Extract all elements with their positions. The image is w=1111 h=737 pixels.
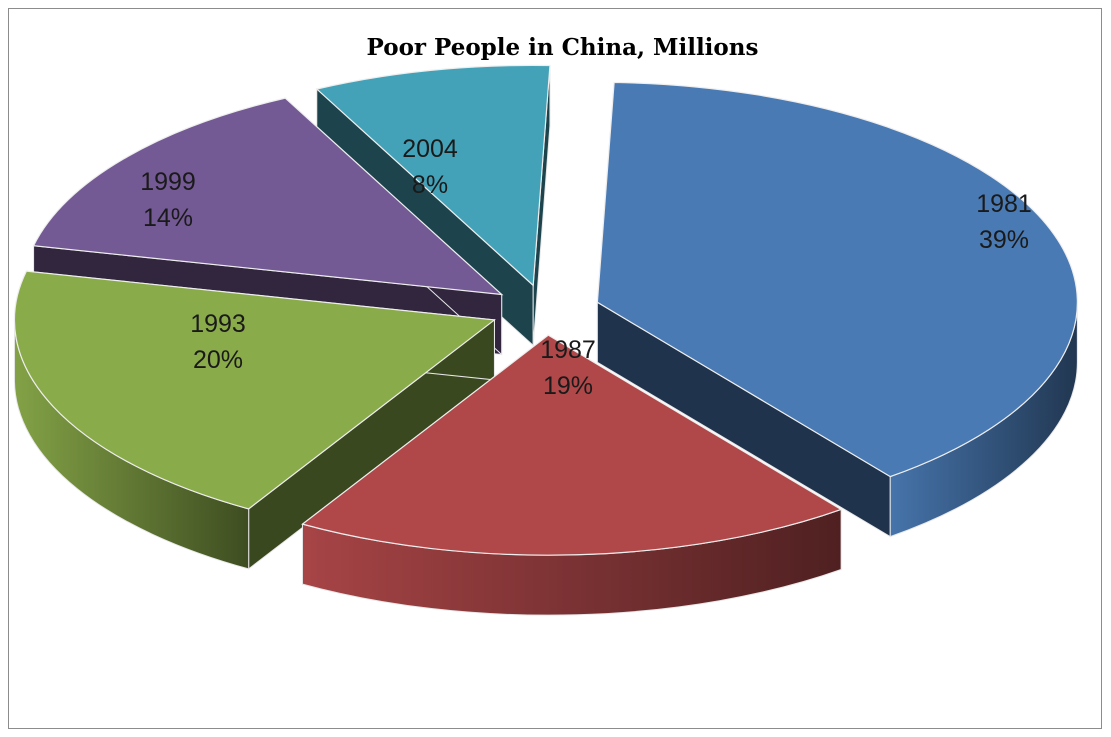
slice-label-1993: 1993 (190, 310, 246, 338)
slice-percent-1987: 19% (543, 372, 593, 400)
slice-1987 (301, 334, 843, 616)
slice-1993 (13, 270, 497, 570)
slice-top-1981 (596, 81, 1078, 478)
slice-percent-1981: 39% (979, 226, 1029, 254)
slice-label-1987: 1987 (540, 336, 596, 364)
slice-top-2004 (315, 64, 551, 287)
slice-top-1999 (32, 97, 504, 296)
slice-percent-1999: 14% (143, 204, 193, 232)
slice-percent-1993: 20% (193, 346, 243, 374)
slice-label-1999: 1999 (140, 168, 196, 196)
slice-1981 (596, 81, 1078, 538)
slice-top-1993 (13, 270, 497, 510)
slice-top-1987 (301, 334, 843, 556)
slice-label-1981: 1981 (976, 190, 1032, 218)
chart-title: Poor People in China, Millions (366, 34, 759, 61)
slice-percent-2004: 8% (412, 171, 448, 199)
slice-label-2004: 2004 (402, 135, 458, 163)
